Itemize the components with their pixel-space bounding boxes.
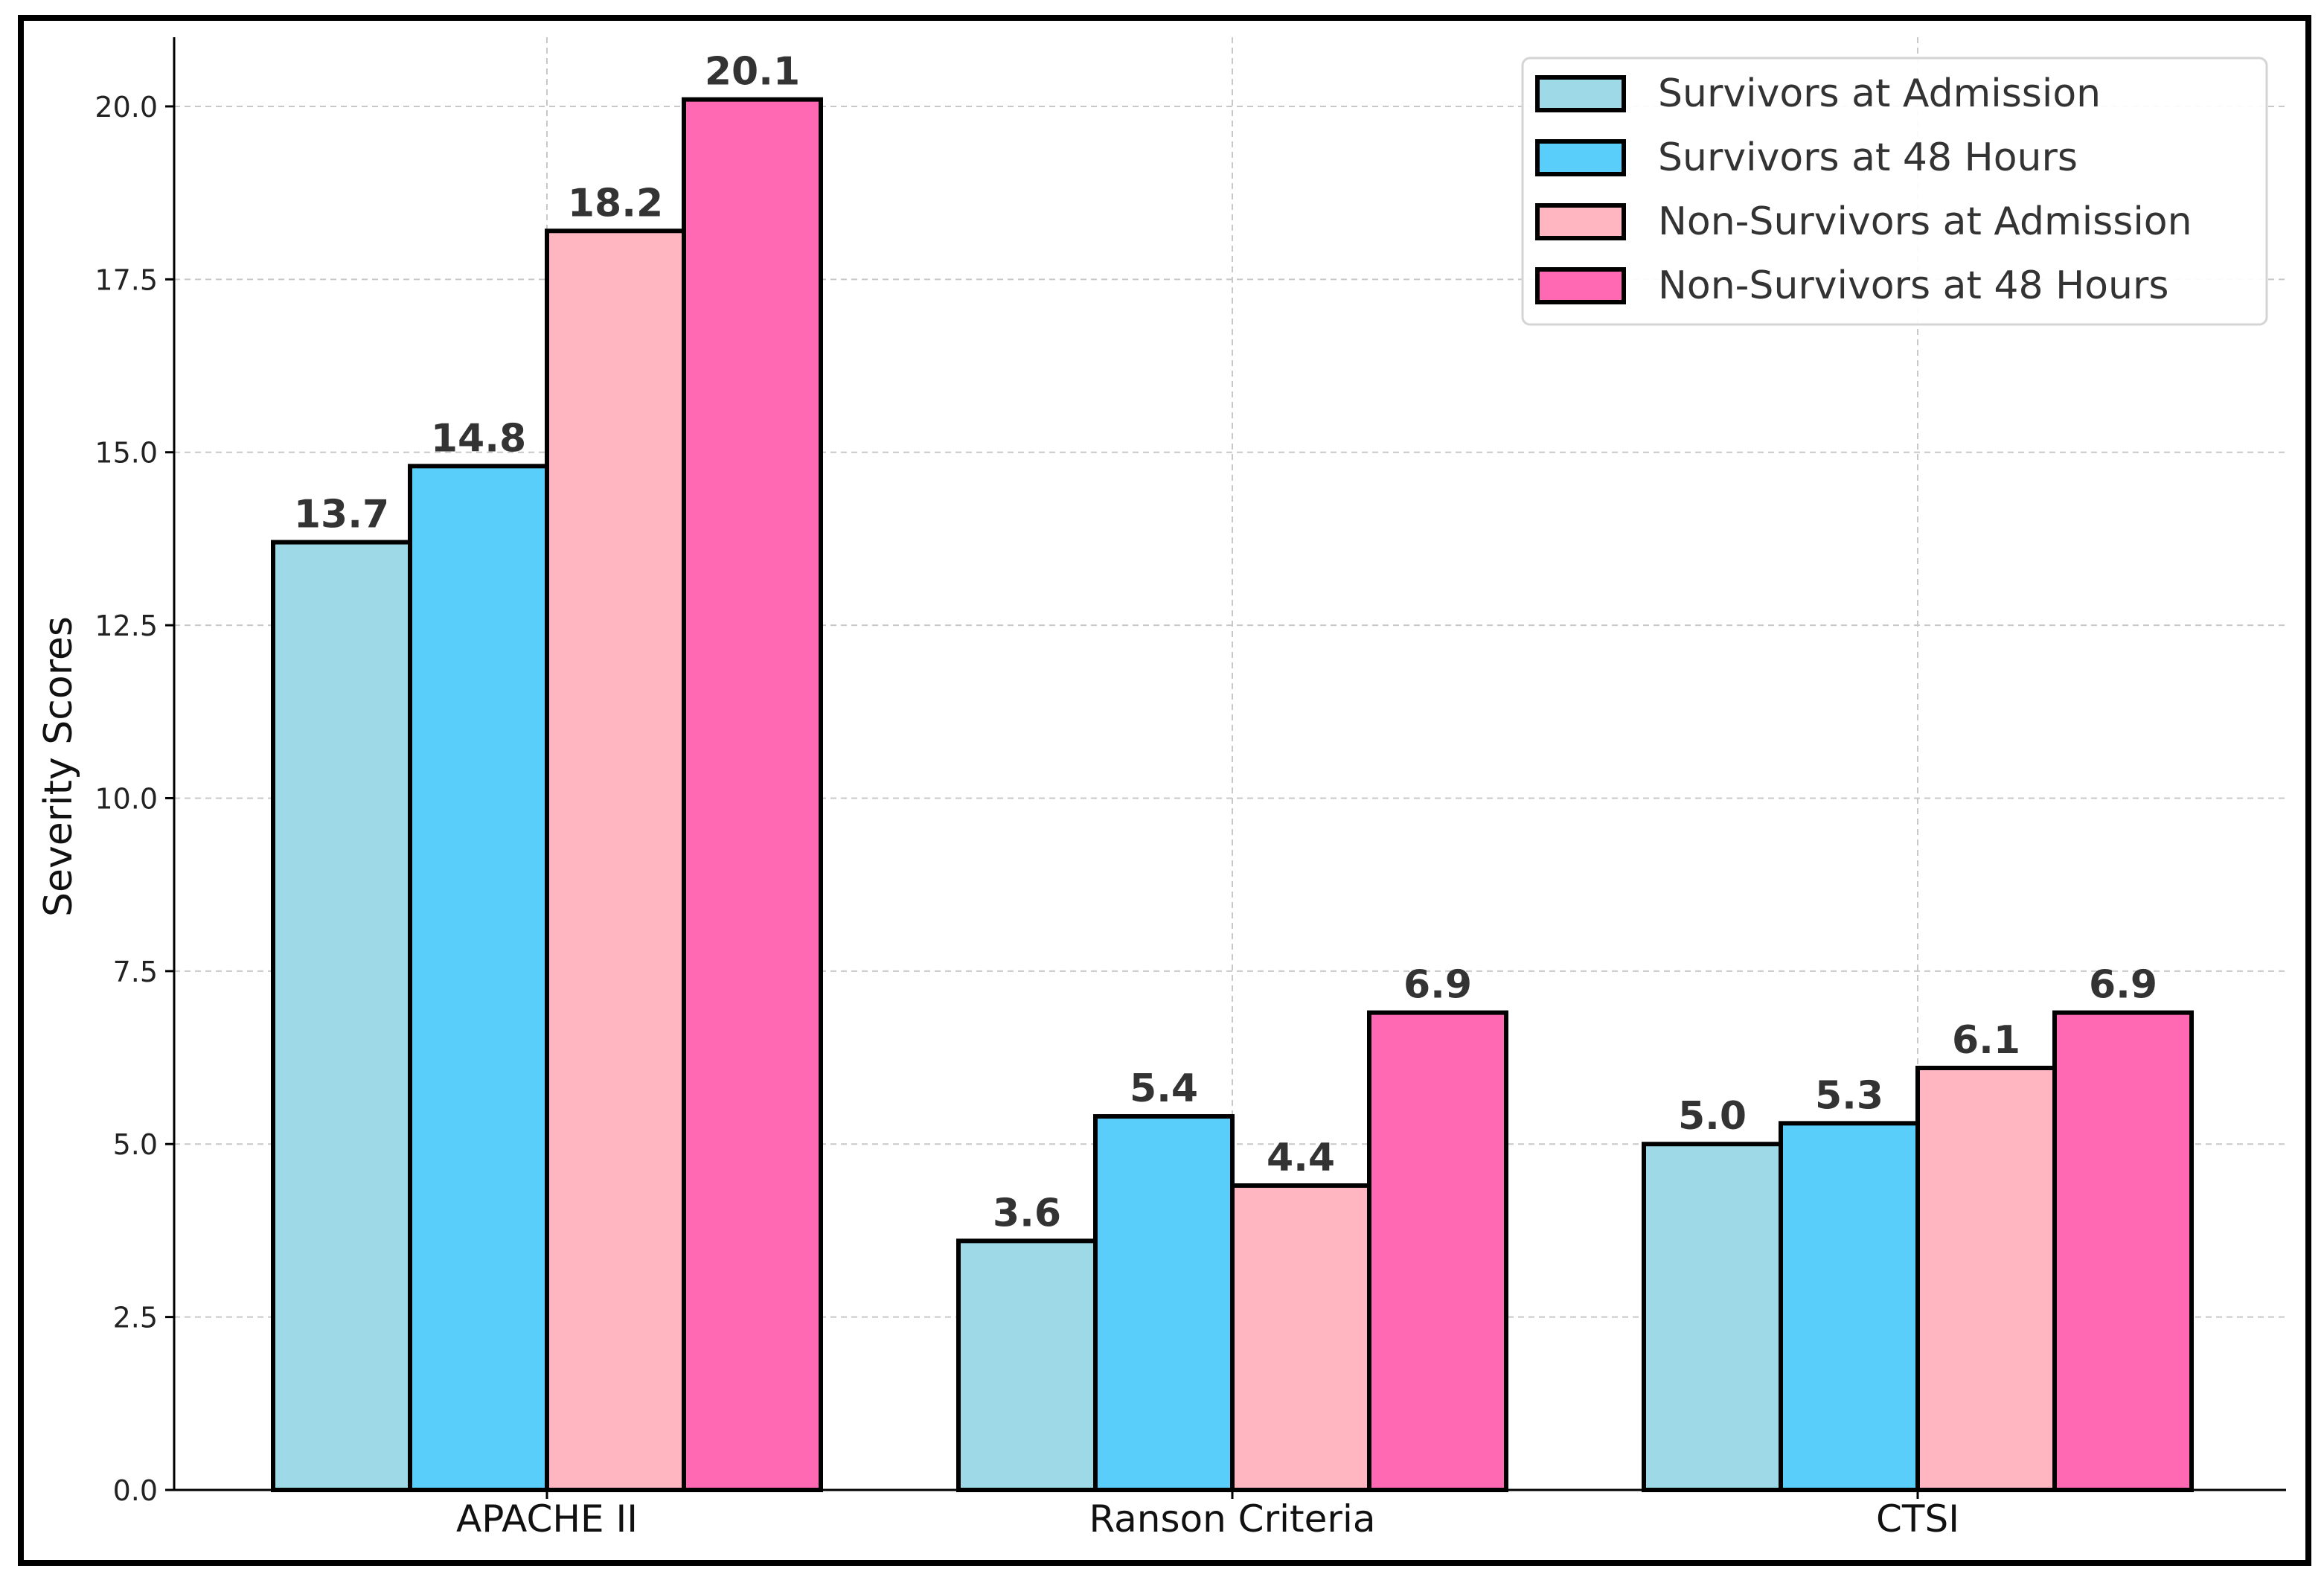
data-label: 20.1 xyxy=(705,50,800,95)
data-label: 3.6 xyxy=(993,1191,1061,1235)
bar xyxy=(2052,1010,2194,1492)
bar xyxy=(1367,1010,1508,1492)
data-label: 14.8 xyxy=(431,416,526,461)
bars-layer xyxy=(271,97,2194,1493)
labels-layer: 13.7 14.8 18.2 20.1 3.6 5.4 4.4 6.9 5.0 5.3 6.1 6.9 xyxy=(294,50,2157,1236)
bar xyxy=(956,1238,1098,1493)
bar xyxy=(271,540,412,1492)
data-label: 5.3 xyxy=(1815,1073,1883,1118)
x-tick-label: CTSI xyxy=(1876,1497,1959,1541)
legend-label: Non-Survivors at 48 Hours xyxy=(1658,263,2168,308)
legend-label: Survivors at Admission xyxy=(1658,71,2101,116)
y-tick-label: 5.0 xyxy=(113,1128,158,1161)
legend-swatch xyxy=(1535,75,1626,112)
legend-swatch xyxy=(1535,203,1626,240)
y-tick-label: 12.5 xyxy=(95,610,158,642)
data-label: 5.4 xyxy=(1130,1066,1198,1111)
axes-layer: 0.0 2.5 5.0 7.5 10.0 12.5 15.0 17.5 20.0 APACHE I… xyxy=(95,37,2286,1541)
data-label: 6.9 xyxy=(1403,963,1472,1008)
bar xyxy=(1093,1114,1235,1492)
y-tick-label: 10.0 xyxy=(95,782,158,815)
data-label: 4.4 xyxy=(1267,1136,1335,1180)
bar xyxy=(1779,1121,1920,1493)
legend-swatch xyxy=(1535,267,1626,304)
data-label: 18.2 xyxy=(568,181,663,226)
legend-label: Non-Survivors at Admission xyxy=(1658,199,2192,244)
data-label: 5.0 xyxy=(1678,1094,1747,1139)
legend-label: Survivors at 48 Hours xyxy=(1658,135,2078,180)
bar xyxy=(1642,1142,1783,1492)
y-tick-label: 17.5 xyxy=(95,263,158,296)
bar xyxy=(545,228,686,1492)
y-tick-label: 0.0 xyxy=(113,1474,158,1507)
x-tick-label: APACHE II xyxy=(456,1497,638,1541)
y-axis-title: Severity Scores xyxy=(36,616,81,917)
y-tick-label: 2.5 xyxy=(113,1302,158,1334)
bar xyxy=(408,464,549,1492)
data-label: 6.9 xyxy=(2089,963,2157,1008)
legend-box xyxy=(1521,57,2268,326)
bar xyxy=(682,97,823,1493)
legend: Survivors at Admission Survivors at 48 Ho… xyxy=(1521,57,2268,326)
legend-swatch xyxy=(1535,139,1626,176)
bar xyxy=(1915,1065,2057,1492)
bar xyxy=(1230,1183,1371,1492)
x-tick-label: Ranson Criteria xyxy=(1089,1497,1375,1541)
y-tick-label: 20.0 xyxy=(95,91,158,124)
y-tick-label: 15.0 xyxy=(95,437,158,470)
data-label: 6.1 xyxy=(1952,1018,2020,1063)
data-label: 13.7 xyxy=(294,493,389,537)
y-tick-label: 7.5 xyxy=(113,956,158,988)
